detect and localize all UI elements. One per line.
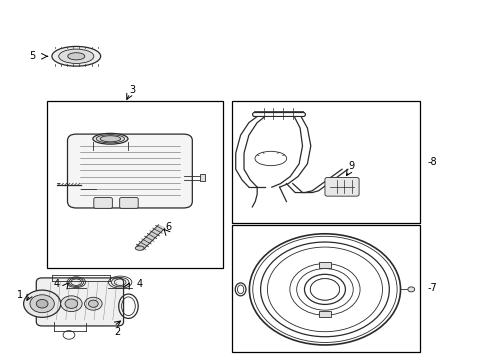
Ellipse shape: [93, 134, 128, 144]
Bar: [319, 262, 330, 268]
Bar: [232, 101, 419, 223]
Text: 6: 6: [165, 222, 172, 231]
Text: 3: 3: [129, 85, 135, 95]
Text: -7: -7: [427, 283, 436, 293]
FancyBboxPatch shape: [67, 134, 192, 208]
FancyBboxPatch shape: [94, 198, 112, 208]
Bar: [232, 225, 419, 352]
FancyBboxPatch shape: [36, 278, 123, 326]
Text: 2: 2: [114, 327, 121, 337]
Circle shape: [88, 300, 98, 307]
Ellipse shape: [96, 135, 124, 143]
Circle shape: [61, 296, 82, 312]
Ellipse shape: [52, 46, 101, 66]
Circle shape: [407, 287, 414, 292]
Ellipse shape: [100, 136, 121, 142]
Circle shape: [84, 297, 102, 310]
Ellipse shape: [68, 53, 84, 60]
Ellipse shape: [59, 49, 94, 63]
Circle shape: [65, 299, 78, 309]
Polygon shape: [136, 225, 164, 250]
Text: 5: 5: [29, 51, 36, 61]
Bar: [319, 311, 330, 317]
Circle shape: [23, 290, 61, 318]
Text: 4: 4: [136, 279, 142, 289]
FancyBboxPatch shape: [120, 198, 138, 208]
Text: 1: 1: [17, 290, 23, 300]
Circle shape: [36, 300, 48, 308]
Ellipse shape: [135, 246, 144, 250]
Bar: [47, 101, 222, 268]
Text: -8: -8: [427, 157, 436, 167]
Bar: [199, 174, 205, 181]
Circle shape: [310, 279, 339, 300]
FancyBboxPatch shape: [325, 177, 358, 196]
Text: 4: 4: [54, 279, 60, 289]
Circle shape: [30, 295, 54, 313]
Text: 9: 9: [348, 161, 354, 171]
